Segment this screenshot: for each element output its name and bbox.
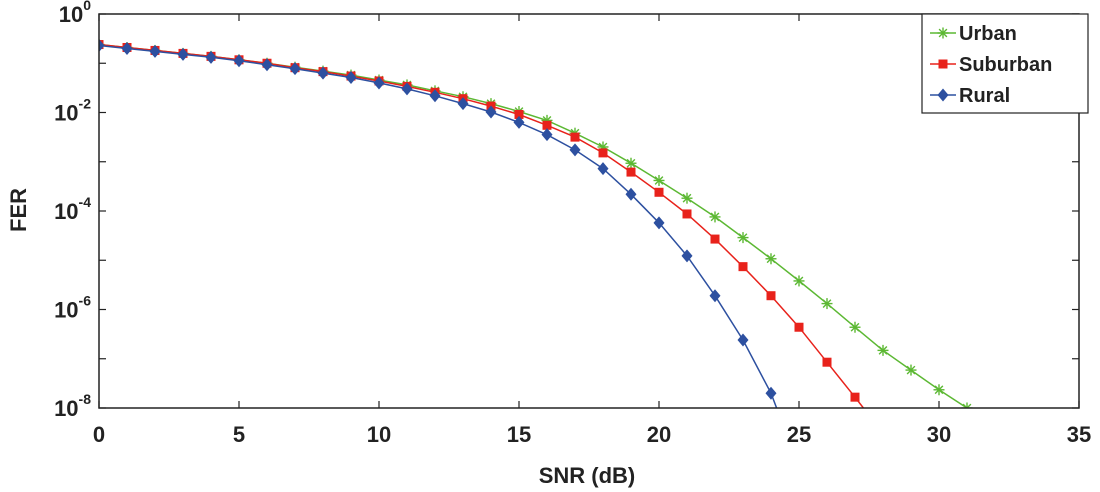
axes: 0 5 10 15 20 25 30 35 100 10-2 10-4 10-6 10-8	[54, 0, 1091, 447]
data-point	[401, 82, 413, 96]
data-point	[626, 167, 636, 177]
data-point	[709, 289, 721, 303]
data-point	[149, 44, 161, 58]
data-point	[793, 275, 805, 287]
data-point	[345, 71, 357, 85]
data-point	[598, 148, 608, 158]
data-point	[738, 262, 748, 272]
legend: Urban Suburban Rural	[921, 13, 1089, 114]
data-point	[937, 88, 949, 102]
data-point	[289, 62, 301, 76]
data-point	[513, 115, 525, 129]
y-axis-label: FER	[6, 188, 31, 232]
data-point	[794, 322, 804, 332]
data-point	[822, 357, 832, 367]
data-point	[429, 89, 441, 103]
data-point	[710, 234, 720, 244]
series-line-suburban	[99, 43, 864, 408]
data-point	[569, 143, 581, 157]
data-point	[233, 54, 245, 68]
series-line-rural	[99, 44, 778, 408]
x-tick-label: 30	[927, 422, 951, 447]
legend-item-rural: Rural	[930, 85, 1010, 107]
x-tick-label: 15	[507, 422, 531, 447]
y-tick-label: 10-8	[54, 391, 91, 421]
data-point	[570, 132, 580, 142]
data-point	[654, 187, 664, 197]
data-point	[317, 66, 329, 80]
data-point	[765, 386, 777, 400]
legend-label: Urban	[959, 23, 1017, 45]
y-tick-label: 10-6	[54, 293, 91, 323]
data-point	[849, 321, 861, 333]
y-tick-label: 10-4	[54, 194, 91, 224]
data-point	[542, 120, 552, 130]
x-tick-label: 5	[233, 422, 245, 447]
data-point	[457, 97, 469, 111]
series-rural	[99, 39, 778, 408]
legend-item-suburban: Suburban	[930, 54, 1052, 76]
legend-box	[921, 13, 1089, 114]
data-point	[625, 157, 637, 169]
data-point	[709, 211, 721, 223]
x-tick-label: 25	[787, 422, 811, 447]
data-point	[681, 192, 693, 204]
data-point	[877, 344, 889, 356]
data-point	[938, 59, 948, 69]
data-point	[937, 27, 949, 39]
legend-label: Suburban	[959, 54, 1052, 76]
data-point	[681, 249, 693, 263]
data-point	[765, 253, 777, 265]
data-point	[850, 392, 860, 402]
data-point	[625, 187, 637, 201]
data-point	[961, 402, 973, 408]
data-point	[205, 50, 217, 64]
data-point	[485, 105, 497, 119]
data-point	[821, 298, 833, 310]
data-point	[121, 41, 133, 55]
data-point	[653, 216, 665, 230]
data-point	[682, 209, 692, 219]
data-point	[737, 232, 749, 244]
data-point	[597, 162, 609, 176]
data-point	[514, 109, 524, 119]
x-tick-label: 35	[1067, 422, 1091, 447]
data-point	[737, 333, 749, 347]
data-point	[933, 384, 945, 396]
y-tick-label: 100	[59, 0, 91, 27]
x-tick-label: 10	[367, 422, 391, 447]
legend-item-urban: Urban	[930, 23, 1017, 45]
series-line-urban	[99, 43, 968, 408]
data-point	[905, 364, 917, 376]
data-point	[541, 128, 553, 142]
data-point	[99, 39, 105, 53]
data-point	[653, 174, 665, 186]
x-tick-label: 0	[93, 422, 105, 447]
x-axis-label: SNR (dB)	[539, 463, 636, 488]
data-point	[766, 291, 776, 301]
y-tick-label: 10-2	[54, 96, 91, 126]
series-urban	[99, 39, 973, 408]
data-point	[373, 76, 385, 90]
series-layer	[99, 39, 973, 408]
legend-label: Rural	[959, 85, 1010, 107]
series-suburban	[99, 40, 864, 408]
data-point	[261, 58, 273, 72]
data-point	[177, 47, 189, 61]
x-tick-label: 20	[647, 422, 671, 447]
